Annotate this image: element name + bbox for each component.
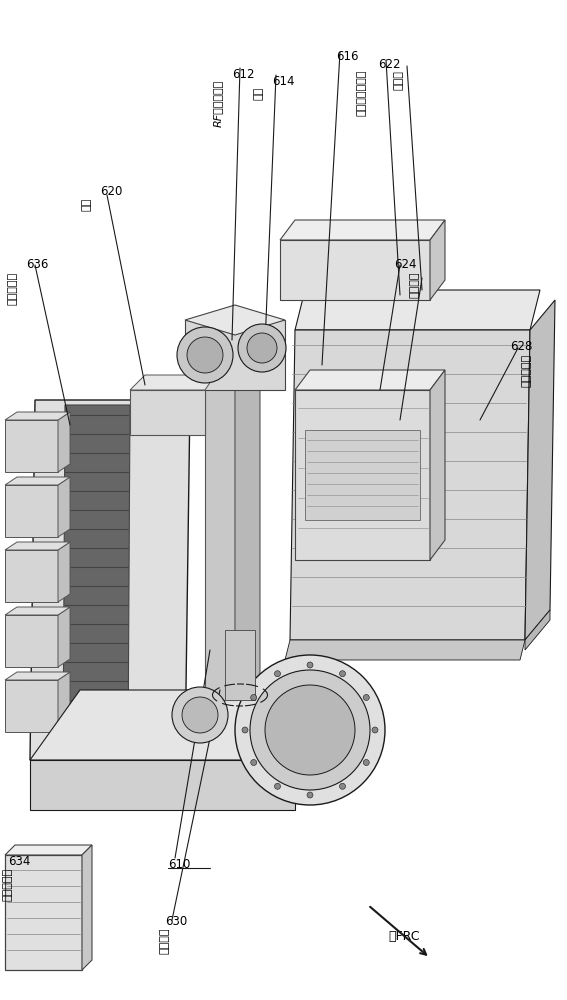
Circle shape <box>247 333 277 363</box>
Polygon shape <box>305 430 420 520</box>
Polygon shape <box>5 680 58 732</box>
Polygon shape <box>5 412 70 420</box>
Polygon shape <box>5 420 58 472</box>
Circle shape <box>187 337 223 373</box>
Text: 低温泵面板: 低温泵面板 <box>8 272 18 305</box>
Polygon shape <box>5 607 70 615</box>
Text: RF等离子体源: RF等离子体源 <box>213 80 223 127</box>
Circle shape <box>251 760 257 766</box>
Polygon shape <box>58 542 70 602</box>
Circle shape <box>242 727 248 733</box>
Polygon shape <box>430 370 445 560</box>
Text: 628: 628 <box>510 340 532 353</box>
Polygon shape <box>5 550 58 602</box>
Polygon shape <box>295 390 430 560</box>
Text: 至FRC: 至FRC <box>388 930 420 943</box>
Text: 瞄准装置: 瞄准装置 <box>160 928 170 954</box>
Circle shape <box>340 671 345 677</box>
Polygon shape <box>5 477 70 485</box>
Polygon shape <box>58 412 70 472</box>
Circle shape <box>250 670 370 790</box>
Text: 634: 634 <box>8 855 31 868</box>
Polygon shape <box>290 330 530 640</box>
Text: 610: 610 <box>168 858 191 871</box>
Polygon shape <box>58 607 70 667</box>
Text: 离子源和加速槽: 离子源和加速槽 <box>357 70 367 116</box>
Polygon shape <box>30 400 190 760</box>
Polygon shape <box>5 855 82 970</box>
Text: 磁屏: 磁屏 <box>254 87 264 100</box>
Polygon shape <box>130 375 215 390</box>
Circle shape <box>274 671 281 677</box>
Circle shape <box>372 727 378 733</box>
Text: 622: 622 <box>378 58 400 71</box>
Polygon shape <box>58 477 70 537</box>
Polygon shape <box>295 290 540 330</box>
Polygon shape <box>5 672 70 680</box>
Polygon shape <box>82 845 92 970</box>
Polygon shape <box>295 370 445 390</box>
Polygon shape <box>130 390 205 435</box>
Circle shape <box>340 783 345 789</box>
Circle shape <box>238 324 286 372</box>
Circle shape <box>274 783 281 789</box>
Circle shape <box>172 687 228 743</box>
Polygon shape <box>30 690 350 760</box>
Circle shape <box>182 697 218 733</box>
Polygon shape <box>5 615 58 667</box>
Text: 630: 630 <box>165 915 187 928</box>
Circle shape <box>363 760 369 766</box>
Polygon shape <box>30 760 295 810</box>
Text: 616: 616 <box>336 50 358 63</box>
Polygon shape <box>58 672 70 732</box>
Polygon shape <box>235 345 260 700</box>
Text: 636: 636 <box>26 258 48 271</box>
Polygon shape <box>185 305 285 335</box>
Polygon shape <box>525 610 550 650</box>
Text: 中和器: 中和器 <box>394 70 404 90</box>
Text: 612: 612 <box>232 68 255 81</box>
Polygon shape <box>5 542 70 550</box>
Circle shape <box>177 327 233 383</box>
Polygon shape <box>285 640 525 660</box>
Circle shape <box>235 655 385 805</box>
Circle shape <box>251 694 257 700</box>
Circle shape <box>307 792 313 798</box>
Circle shape <box>307 662 313 668</box>
Text: 偏转磁体: 偏转磁体 <box>410 272 420 298</box>
Text: 614: 614 <box>272 75 294 88</box>
Text: 离子转储部: 离子转储部 <box>522 354 532 387</box>
Polygon shape <box>205 370 235 700</box>
Polygon shape <box>525 300 555 640</box>
Circle shape <box>363 694 369 700</box>
Text: 620: 620 <box>100 185 122 198</box>
Circle shape <box>265 685 355 775</box>
Polygon shape <box>430 220 445 300</box>
Polygon shape <box>5 485 58 537</box>
Polygon shape <box>225 630 255 700</box>
Text: 阀门: 阀门 <box>82 198 92 211</box>
Polygon shape <box>280 220 445 240</box>
Text: 624: 624 <box>394 258 417 271</box>
Polygon shape <box>280 240 430 300</box>
Polygon shape <box>5 845 92 855</box>
Text: 低温制冷器: 低温制冷器 <box>3 868 13 901</box>
Polygon shape <box>63 405 130 755</box>
Polygon shape <box>185 320 285 390</box>
